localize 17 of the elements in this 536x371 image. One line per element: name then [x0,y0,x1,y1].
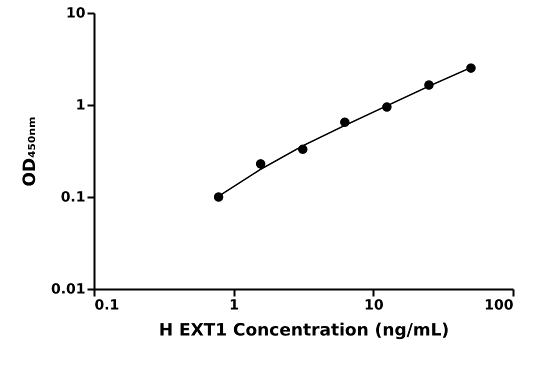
point [214,192,224,202]
x-tick-label: 0.1 [94,298,120,314]
x-tick-label: 10 [364,298,384,314]
y-tick-label: 10 [66,6,86,22]
x-tick-label: 100 [484,298,514,314]
y-axis-title: OD₄₅₀ₙₘ [20,116,40,186]
point [256,159,266,169]
point [424,80,434,90]
x-axis-title: H EXT1 Concentration (ng/mL) [158,320,450,340]
point [382,102,392,112]
point [298,144,308,154]
point [466,63,476,73]
y-tick-label: 0.1 [60,190,86,206]
y-tick-label: 1 [76,98,86,114]
point [340,117,350,127]
y-tick-label: 0.01 [50,282,86,298]
x-tick-label: 1 [229,298,240,314]
